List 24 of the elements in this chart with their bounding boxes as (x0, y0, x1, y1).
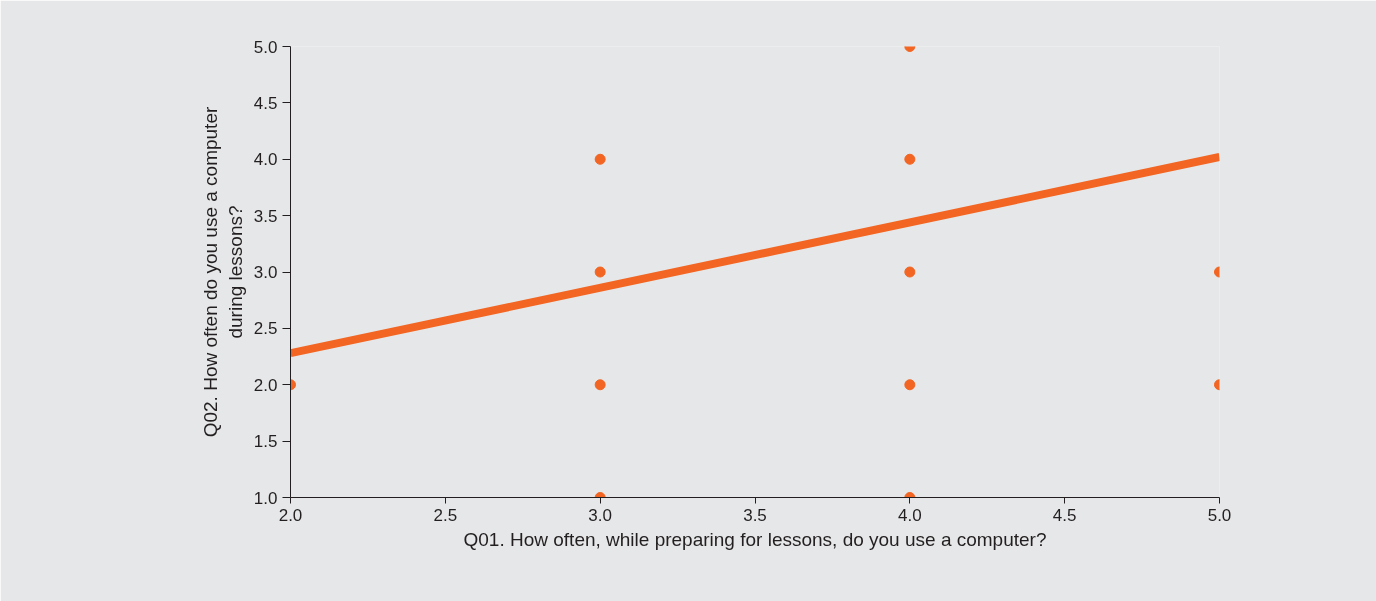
y-tick-label: 3.0 (253, 263, 278, 282)
point (594, 153, 606, 165)
point (594, 266, 606, 278)
y-tick-label: 1.0 (253, 488, 278, 508)
x-tick-label: 3.5 (743, 505, 767, 525)
y-tick-label: 5.0 (253, 37, 278, 57)
x-tick-label: 3.0 (588, 505, 612, 525)
y-axis-title: Q02. How often do you use a computer during lessons? (199, 106, 246, 438)
y-tick-label: 1.5 (253, 432, 278, 452)
x-axis-title: Q01. How often, while preparing for lessons, do you use a computer? (463, 528, 1047, 550)
point (904, 266, 916, 278)
x-tick-label: 4.5 (1052, 505, 1077, 525)
point (594, 379, 606, 391)
x-tick-label: 2.0 (278, 505, 303, 525)
x-tick-label: 5.0 (1207, 505, 1232, 525)
point (904, 379, 916, 391)
x-tick-label: 4.0 (898, 505, 922, 525)
y-tick-label: 4.5 (253, 93, 278, 113)
y-tick-label: 3.5 (253, 206, 278, 226)
point (904, 153, 916, 165)
y-tick-label: 2.5 (253, 319, 278, 339)
y-tick-label: 2.0 (253, 375, 278, 395)
y-tick-label: 4.0 (253, 150, 278, 170)
x-tick-label: 2.5 (433, 505, 458, 525)
